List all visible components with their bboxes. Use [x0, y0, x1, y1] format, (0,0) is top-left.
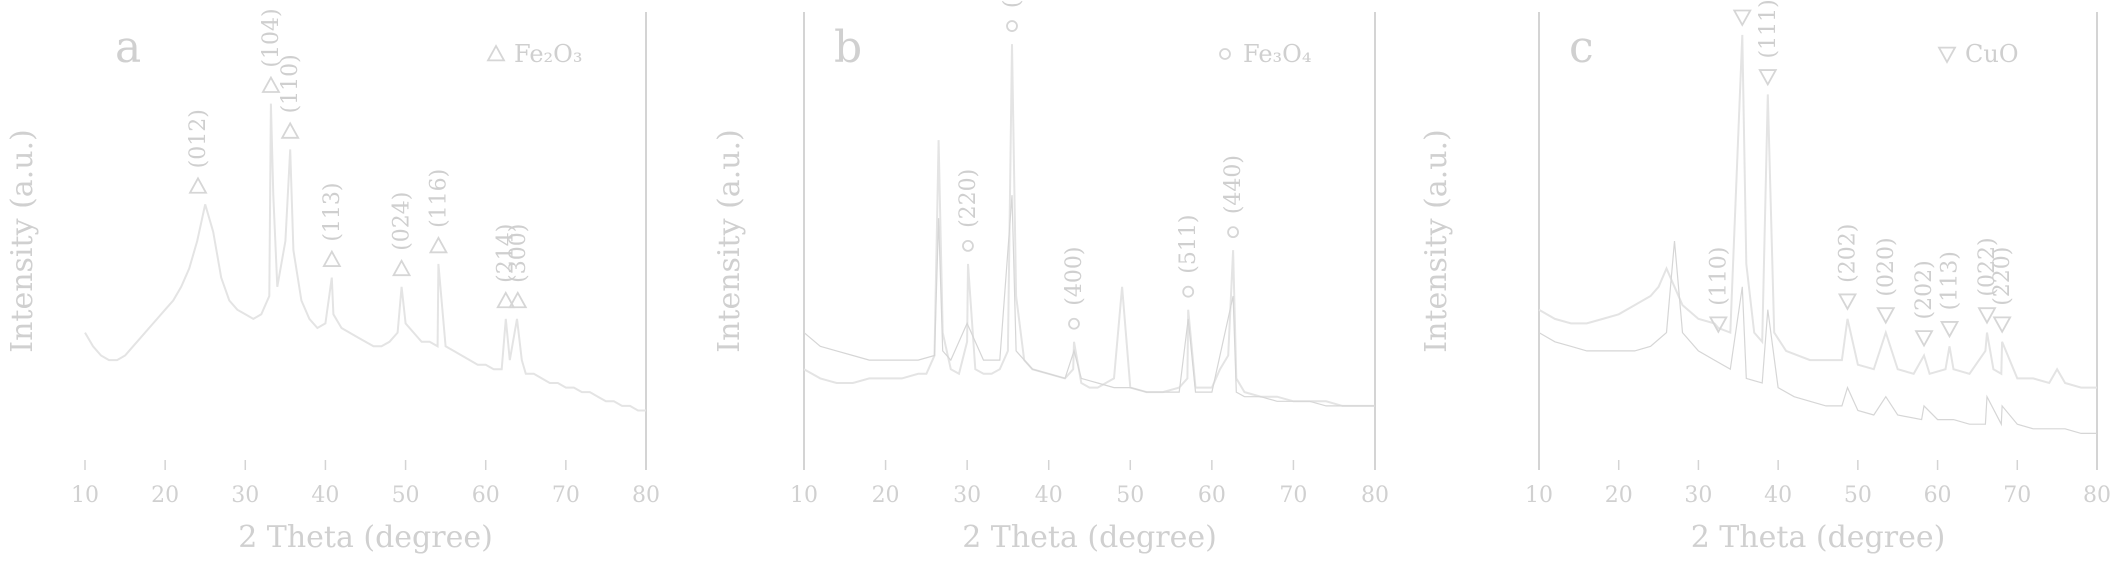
peak-marker — [1939, 321, 1960, 339]
peak-marker — [1708, 316, 1728, 334]
x-tick-label: 80 — [2083, 483, 2111, 508]
x-tick-label: 40 — [1035, 483, 1063, 508]
peak-marker — [1068, 317, 1080, 330]
peak-marker — [1992, 316, 2012, 334]
x-tick-label: 60 — [1924, 483, 1952, 508]
x-tick-label: 70 — [1279, 483, 1307, 508]
peak-marker — [428, 236, 448, 254]
x-tick-label: 30 — [231, 483, 259, 508]
peak-hkl-label: (214) — [494, 224, 519, 283]
peak-marker — [392, 258, 412, 277]
x-tick-label: 60 — [472, 483, 500, 508]
peak-hkl-label: (300) — [506, 224, 531, 283]
x-tick-label: 50 — [1116, 483, 1144, 508]
legend-label: CuO — [1965, 40, 2019, 68]
chart-b-svg: 10 20 30 40 50 60 70 80 2 Theta (degree) Intensit… — [712, 0, 1389, 555]
peak-marker — [1758, 69, 1778, 87]
peak-marker — [1732, 9, 1752, 27]
y-axis-title: Intensity (a.u.) — [5, 129, 40, 353]
peak-hkl-label: (400) — [1062, 247, 1087, 306]
peak-hkl-label: (024) — [390, 192, 415, 251]
x-tick-label: 70 — [552, 483, 580, 508]
series-line-1 — [803, 44, 1375, 407]
x-tick-label: 20 — [1605, 483, 1633, 508]
peak-hkl-label: (220) — [956, 169, 981, 228]
x-tick-label: 20 — [151, 483, 179, 508]
x-tick-label: 10 — [790, 483, 818, 508]
peak-hkl-label: (311) — [1000, 0, 1025, 8]
peak-hkl-label: (116) — [426, 169, 451, 228]
peak-marker — [1219, 48, 1231, 60]
peak-hkl-label: (202) — [1912, 260, 1937, 319]
peak-marker — [486, 44, 506, 62]
legend-label: Fe₂O₃ — [514, 40, 582, 68]
x-tick-label: 40 — [311, 483, 339, 508]
x-axis-title: 2 Theta (degree) — [962, 520, 1217, 555]
peak-hkl-label: (440) — [1221, 155, 1246, 214]
panel-letter: b — [834, 22, 862, 73]
x-axis-title: 2 Theta (degree) — [238, 520, 493, 555]
peak-marker — [1937, 46, 1957, 64]
panel-letter: c — [1569, 22, 1594, 73]
peak-hkl-label: (113) — [320, 182, 345, 241]
series-line-1 — [1538, 34, 2097, 389]
peak-hkl-label: (110) — [278, 54, 303, 113]
peak-marker — [322, 249, 342, 267]
x-tick-label: 10 — [71, 483, 99, 508]
x-tick-label: 80 — [1361, 483, 1389, 508]
peak-marker — [1182, 285, 1195, 298]
x-tick-label: 70 — [2003, 483, 2031, 508]
x-tick-label: 40 — [1764, 483, 1792, 508]
peak-hkl-label: (511) — [1176, 215, 1201, 274]
peak-hkl-label: (111) — [1756, 0, 1781, 58]
peak-marker — [1837, 293, 1858, 311]
x-tick-label: 10 — [1525, 483, 1553, 508]
x-tick-label: 30 — [953, 483, 981, 508]
chart-c-svg: 10 20 30 40 50 60 70 80 2 Theta (degree) Intensit… — [1419, 0, 2111, 555]
peak-marker — [1876, 307, 1896, 325]
series-line-1 — [84, 103, 646, 412]
peak-marker — [1914, 330, 1934, 348]
peak-hkl-label: (104) — [259, 8, 284, 67]
peak-hkl-label: (020) — [1874, 237, 1899, 296]
x-tick-label: 50 — [1844, 483, 1872, 508]
peak-hkl-label: (012) — [186, 109, 211, 168]
xrd-panel-c: 10 20 30 40 50 60 70 80 2 Theta (degree) Intensit… — [1414, 0, 2121, 567]
peak-marker — [1006, 20, 1018, 32]
panel-letter: a — [115, 22, 141, 73]
x-tick-label: 60 — [1198, 483, 1226, 508]
peak-hkl-label: (202) — [1835, 224, 1860, 283]
peak-marker — [1977, 307, 1997, 325]
y-axis-title: Intensity (a.u.) — [1419, 129, 1454, 353]
legend-label: Fe₃O₄ — [1243, 40, 1311, 68]
peak-marker — [508, 291, 528, 309]
peak-hkl-label: (110) — [1706, 247, 1731, 306]
xrd-panel-b: 10 20 30 40 50 60 70 80 2 Theta (degree) Intensit… — [707, 0, 1414, 567]
series-line-2 — [803, 195, 1375, 407]
peak-marker — [962, 239, 974, 252]
x-tick-label: 80 — [632, 483, 660, 508]
x-tick-label: 20 — [872, 483, 900, 508]
x-tick-label: 50 — [392, 483, 420, 508]
peak-marker — [1227, 226, 1239, 239]
y-axis-title: Intensity (a.u.) — [712, 129, 747, 353]
peak-marker — [280, 121, 300, 139]
chart-a-svg: 10 20 30 40 50 60 70 80 2 Theta (degree) Intensit… — [5, 8, 660, 555]
xrd-panel-a: 10 20 30 40 50 60 70 80 2 Theta (degree) Intensit… — [0, 0, 707, 567]
peak-hkl-label: (113) — [1938, 251, 1963, 310]
peak-marker — [496, 291, 516, 309]
x-tick-label: 30 — [1684, 483, 1712, 508]
series-line-2 — [1538, 240, 2097, 434]
peak-marker — [261, 75, 281, 93]
peak-marker — [188, 176, 208, 194]
x-axis-title: 2 Theta (degree) — [1691, 520, 1946, 555]
peak-hkl-label: (220) — [1990, 247, 2015, 306]
peak-hkl-label: (022) — [1975, 237, 2000, 296]
